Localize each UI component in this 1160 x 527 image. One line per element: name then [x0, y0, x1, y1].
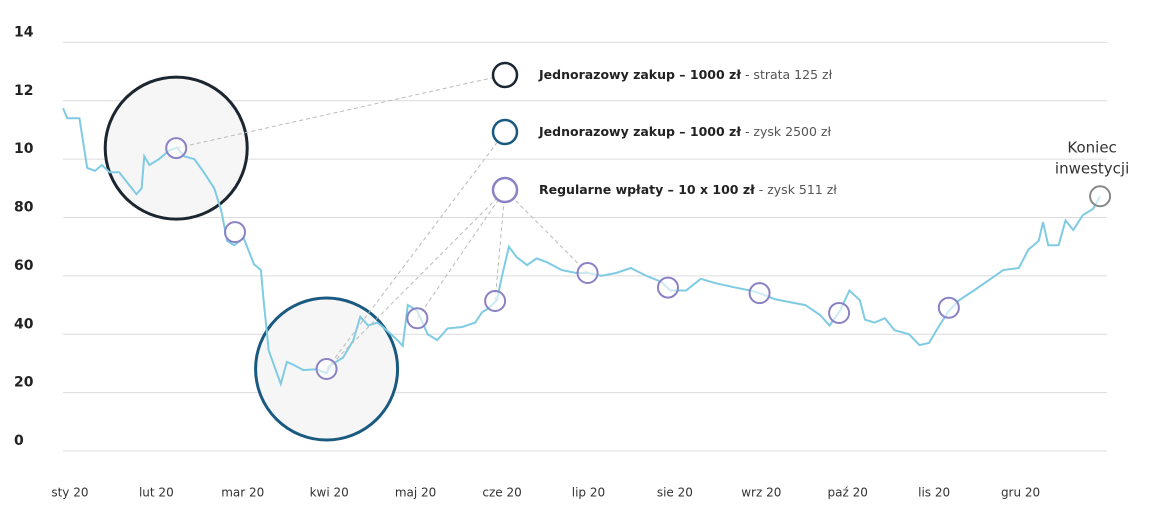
connector — [326, 189, 506, 370]
purchase-marker — [484, 289, 507, 312]
x-tick-label: paź 20 — [828, 486, 868, 500]
end-label: inwestycji — [1055, 160, 1129, 178]
purchase-marker — [656, 276, 679, 299]
x-tick-label: lut 20 — [139, 486, 174, 500]
legend-detail: - strata 125 zł — [745, 67, 833, 82]
connector — [494, 189, 506, 302]
x-tick-label: mar 20 — [221, 486, 264, 500]
connector — [416, 189, 506, 319]
legend-marker — [491, 118, 519, 146]
legend-entry: Jednorazowy zakup – 1000 zł - strata 125 … — [538, 67, 833, 82]
y-tick-label: 14 — [14, 24, 34, 40]
y-tick-label: 20 — [14, 375, 34, 391]
purchase-marker — [315, 357, 338, 380]
connector — [176, 74, 506, 149]
legend-marker — [491, 176, 519, 204]
purchase-marker — [828, 301, 851, 324]
x-tick-label: lip 20 — [572, 486, 605, 500]
legend-detail: - zysk 2500 zł — [745, 124, 832, 139]
x-tick-label: cze 20 — [482, 486, 521, 500]
y-tick-label: 60 — [14, 258, 34, 274]
legend-label: Regularne wpłaty – 10 x 100 zł — [539, 182, 755, 197]
legend-entry: Jednorazowy zakup – 1000 zł - zysk 2500 z… — [538, 124, 831, 139]
y-tick-label: 10 — [14, 141, 34, 157]
x-tick-label: wrz 20 — [741, 486, 781, 500]
legend-marker — [491, 61, 519, 89]
x-tick-label: gru 20 — [1001, 486, 1040, 500]
legend-label: Jednorazowy zakup – 1000 zł — [538, 67, 741, 82]
x-tick-label: maj 20 — [395, 486, 436, 500]
connector — [326, 131, 506, 370]
purchase-marker — [937, 296, 960, 319]
purchase-marker — [223, 221, 246, 244]
y-tick-label: 0 — [14, 433, 24, 449]
legend-label: Jednorazowy zakup – 1000 zł — [538, 124, 741, 139]
end-label: Koniec — [1067, 139, 1116, 157]
y-tick-label: 40 — [14, 316, 34, 332]
connector — [504, 189, 588, 274]
end-marker — [1089, 185, 1112, 208]
legend-detail: - zysk 511 zł — [759, 182, 838, 197]
purchase-marker — [406, 307, 429, 330]
purchase-marker — [748, 282, 771, 305]
purchase-marker — [165, 137, 188, 160]
purchase-marker — [576, 261, 599, 284]
y-tick-label: 12 — [14, 83, 33, 99]
legend-entry: Regularne wpłaty – 10 x 100 zł - zysk 511… — [539, 182, 837, 197]
x-tick-label: kwi 20 — [310, 486, 349, 500]
x-tick-label: sie 20 — [657, 486, 693, 500]
x-tick-label: sty 20 — [51, 486, 88, 500]
y-tick-label: 80 — [14, 200, 34, 216]
x-tick-label: lis 20 — [918, 486, 950, 500]
